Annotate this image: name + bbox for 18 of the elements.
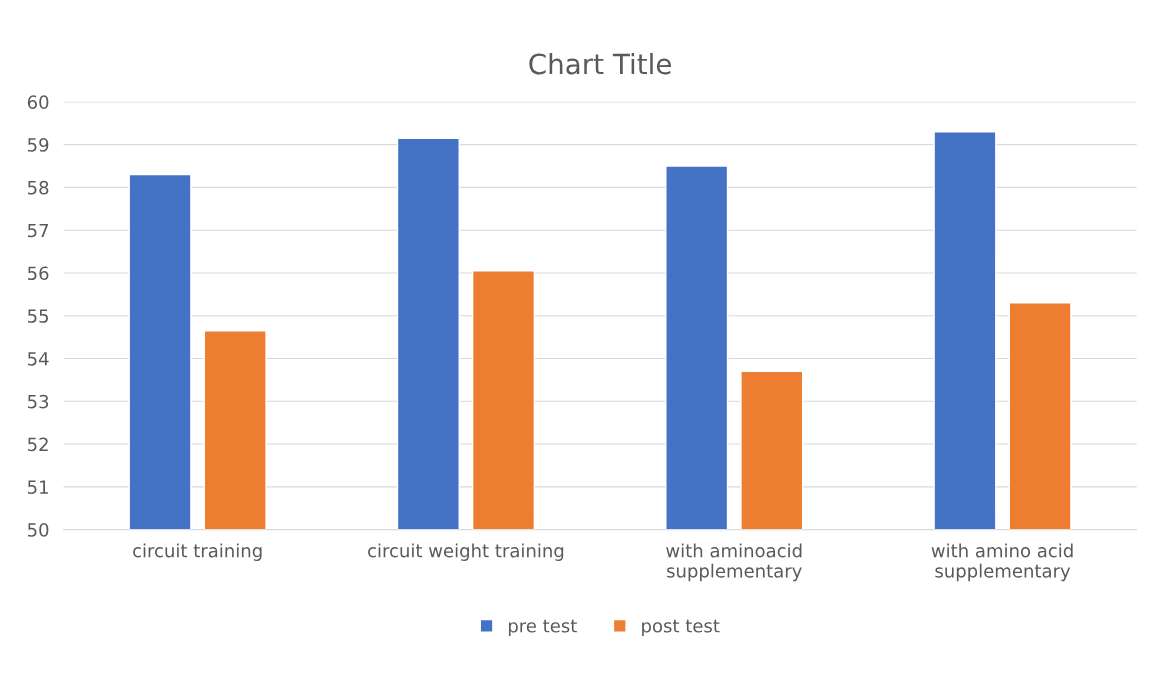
y-tick-label: 55 (28, 309, 48, 323)
legend-label: post test (642, 619, 720, 637)
y-tick-label: 52 (28, 437, 48, 452)
y-tick-label: 54 (28, 352, 49, 366)
x-tick-label: with amino acid supplementary (931, 543, 1073, 582)
x-tick-label: circuit weight training (368, 543, 564, 561)
y-tick-label: 56 (28, 266, 49, 281)
y-tick-label: 51 (28, 480, 48, 494)
y-tick-label: 59 (28, 138, 49, 152)
legend-label: pre test (508, 619, 577, 637)
x-tick-label: with aminoacid supplementary (666, 543, 802, 582)
y-tick-label: 53 (28, 394, 49, 409)
x-tick-label: circuit training (133, 543, 262, 561)
chart-title: Chart Title (529, 52, 671, 75)
y-tick-label: 50 (28, 523, 49, 537)
y-tick-label: 60 (27, 95, 49, 109)
y-tick-label: 58 (28, 180, 49, 195)
y-tick-label: 57 (28, 223, 49, 238)
